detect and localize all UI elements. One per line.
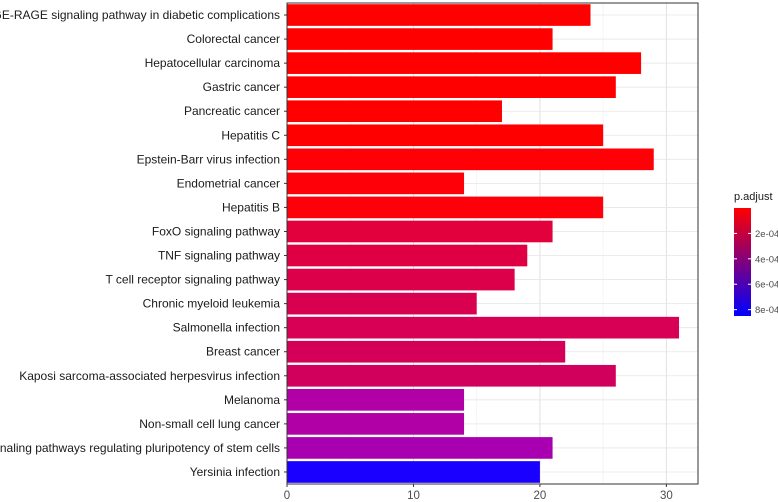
bar [287,4,591,26]
bar [287,100,502,123]
legend-ticks: 2e-04 4e-04 6e-04 8e-04 [734,229,778,316]
bar [287,268,515,291]
legend-title: p.adjust [734,191,773,203]
category-label: Epstein-Barr virus infection [137,152,280,166]
bar [287,413,465,435]
category-label: AGE-RAGE signaling pathway in diabetic c… [0,8,280,22]
bar [287,244,528,267]
bar [287,292,477,315]
bars [287,4,680,483]
category-label: Endometrial cancer [177,176,280,190]
bar [287,76,616,98]
category-label: Signaling pathways regulating pluripoten… [0,441,280,455]
bar [287,461,540,483]
category-label: T cell receptor signaling pathway [105,273,280,287]
category-label: Salmonella infection [173,321,280,335]
color-legend: p.adjust 2e-04 4e-04 6e-04 8e-04 [734,191,778,316]
category-label: Yersinia infection [190,465,280,479]
bar [287,340,566,363]
category-label: Hepatocellular carcinoma [145,56,281,70]
bar [287,389,465,411]
legend-tick-label: 6e-04 [755,280,778,291]
x-tick-label: 20 [534,490,547,502]
bar [287,437,553,459]
legend-tick-label: 8e-04 [755,305,778,316]
bar [287,148,654,171]
legend-tick-label: 4e-04 [755,254,778,265]
bar [287,364,616,387]
category-label: Pancreatic cancer [184,104,280,118]
bar [287,196,604,219]
category-labels: AGE-RAGE signaling pathway in diabetic c… [0,8,287,479]
grid-lines [286,3,698,484]
category-label: Hepatitis C [221,128,280,142]
category-label: Kaposi sarcoma-associated herpesvirus in… [19,369,280,383]
x-tick-label: 30 [660,490,673,502]
bar [287,124,604,147]
category-label: Gastric cancer [203,80,280,94]
category-label: Breast cancer [206,345,280,359]
bar [287,52,642,74]
category-label: Melanoma [224,393,280,407]
category-label: Non-small cell lung cancer [139,417,280,431]
plot-panel-border [286,2,699,485]
category-label: Chronic myeloid leukemia [143,297,281,311]
legend-tick-label: 2e-04 [755,229,778,240]
bar [287,220,553,243]
category-label: Colorectal cancer [187,32,280,46]
category-label: FoxO signaling pathway [152,224,280,238]
bar [287,28,553,50]
bar [287,316,680,339]
x-tick-label: 10 [407,490,420,502]
legend-colorbar [734,208,751,316]
category-label: TNF signaling pathway [158,249,280,263]
category-label: Hepatitis B [222,200,280,214]
bar [287,172,465,195]
x-axis-ticks: 0 10 20 30 [284,484,673,502]
x-tick-label: 0 [284,490,290,502]
